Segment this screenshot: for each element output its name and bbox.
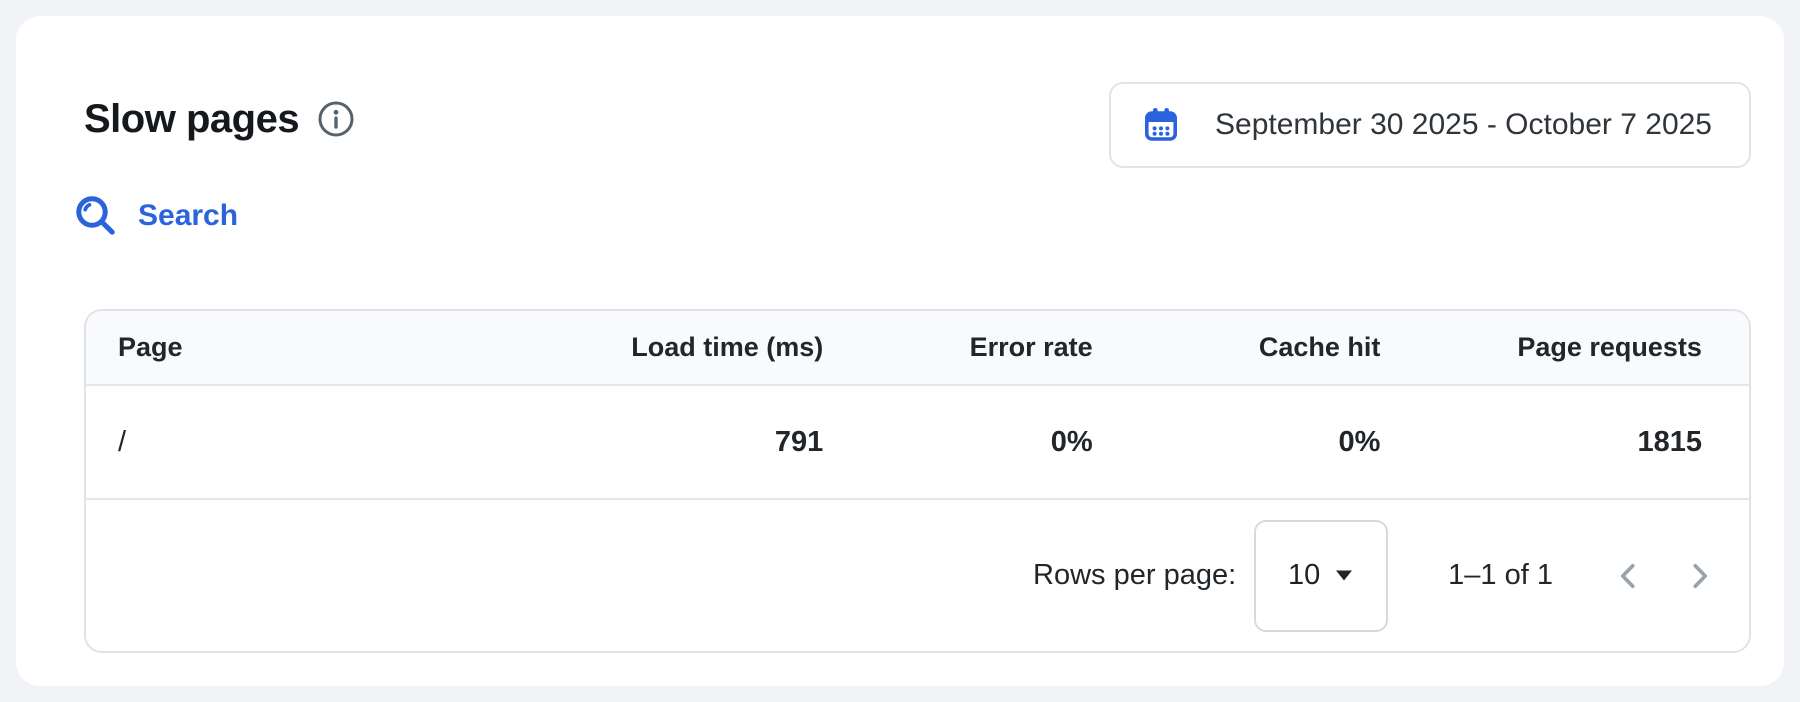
rows-per-page-label: Rows per page: — [1033, 559, 1237, 591]
calendar-icon — [1141, 105, 1181, 145]
table-header-row: Page Load time (ms) Error rate Cache hit… — [86, 311, 1749, 386]
table-row: / 791 0% 0% 1815 — [86, 386, 1749, 500]
search-icon — [72, 192, 120, 240]
cell-error-rate: 0% — [1050, 425, 1093, 458]
rows-per-page-select[interactable]: 10 — [1254, 519, 1389, 632]
cell-page: / — [118, 425, 127, 458]
column-header-cache-hit: Cache hit — [1258, 332, 1381, 362]
cell-cache-hit: 0% — [1338, 425, 1381, 458]
page-title: Slow pages — [84, 97, 300, 141]
caret-down-icon — [1334, 569, 1354, 582]
slow-pages-table: Page Load time (ms) Error rate Cache hit… — [84, 309, 1751, 653]
previous-page-button[interactable] — [1609, 556, 1649, 596]
rows-per-page-value: 10 — [1288, 559, 1321, 591]
page-range-status: 1–1 of 1 — [1448, 559, 1553, 591]
table-pagination-bar: Rows per page: 10 1–1 of 1 — [86, 500, 1749, 651]
search-label: Search — [138, 199, 239, 232]
column-header-page: Page — [118, 332, 183, 362]
date-range-picker[interactable]: September 30 2025 - October 7 2025 — [1109, 82, 1751, 168]
chevron-right-icon — [1682, 559, 1716, 593]
cell-page-requests: 1815 — [1637, 425, 1702, 458]
next-page-button[interactable] — [1679, 556, 1719, 596]
info-icon[interactable] — [317, 100, 355, 138]
column-header-error-rate: Error rate — [969, 332, 1093, 362]
slow-pages-panel: Slow pages — [16, 16, 1784, 686]
search-button[interactable]: Search — [72, 192, 238, 240]
cell-load-time: 791 — [774, 425, 824, 458]
date-range-label: September 30 2025 - October 7 2025 — [1215, 108, 1712, 141]
chevron-left-icon — [1612, 559, 1646, 593]
column-header-page-requests: Page requests — [1517, 332, 1702, 362]
column-header-load-time: Load time (ms) — [631, 332, 824, 362]
